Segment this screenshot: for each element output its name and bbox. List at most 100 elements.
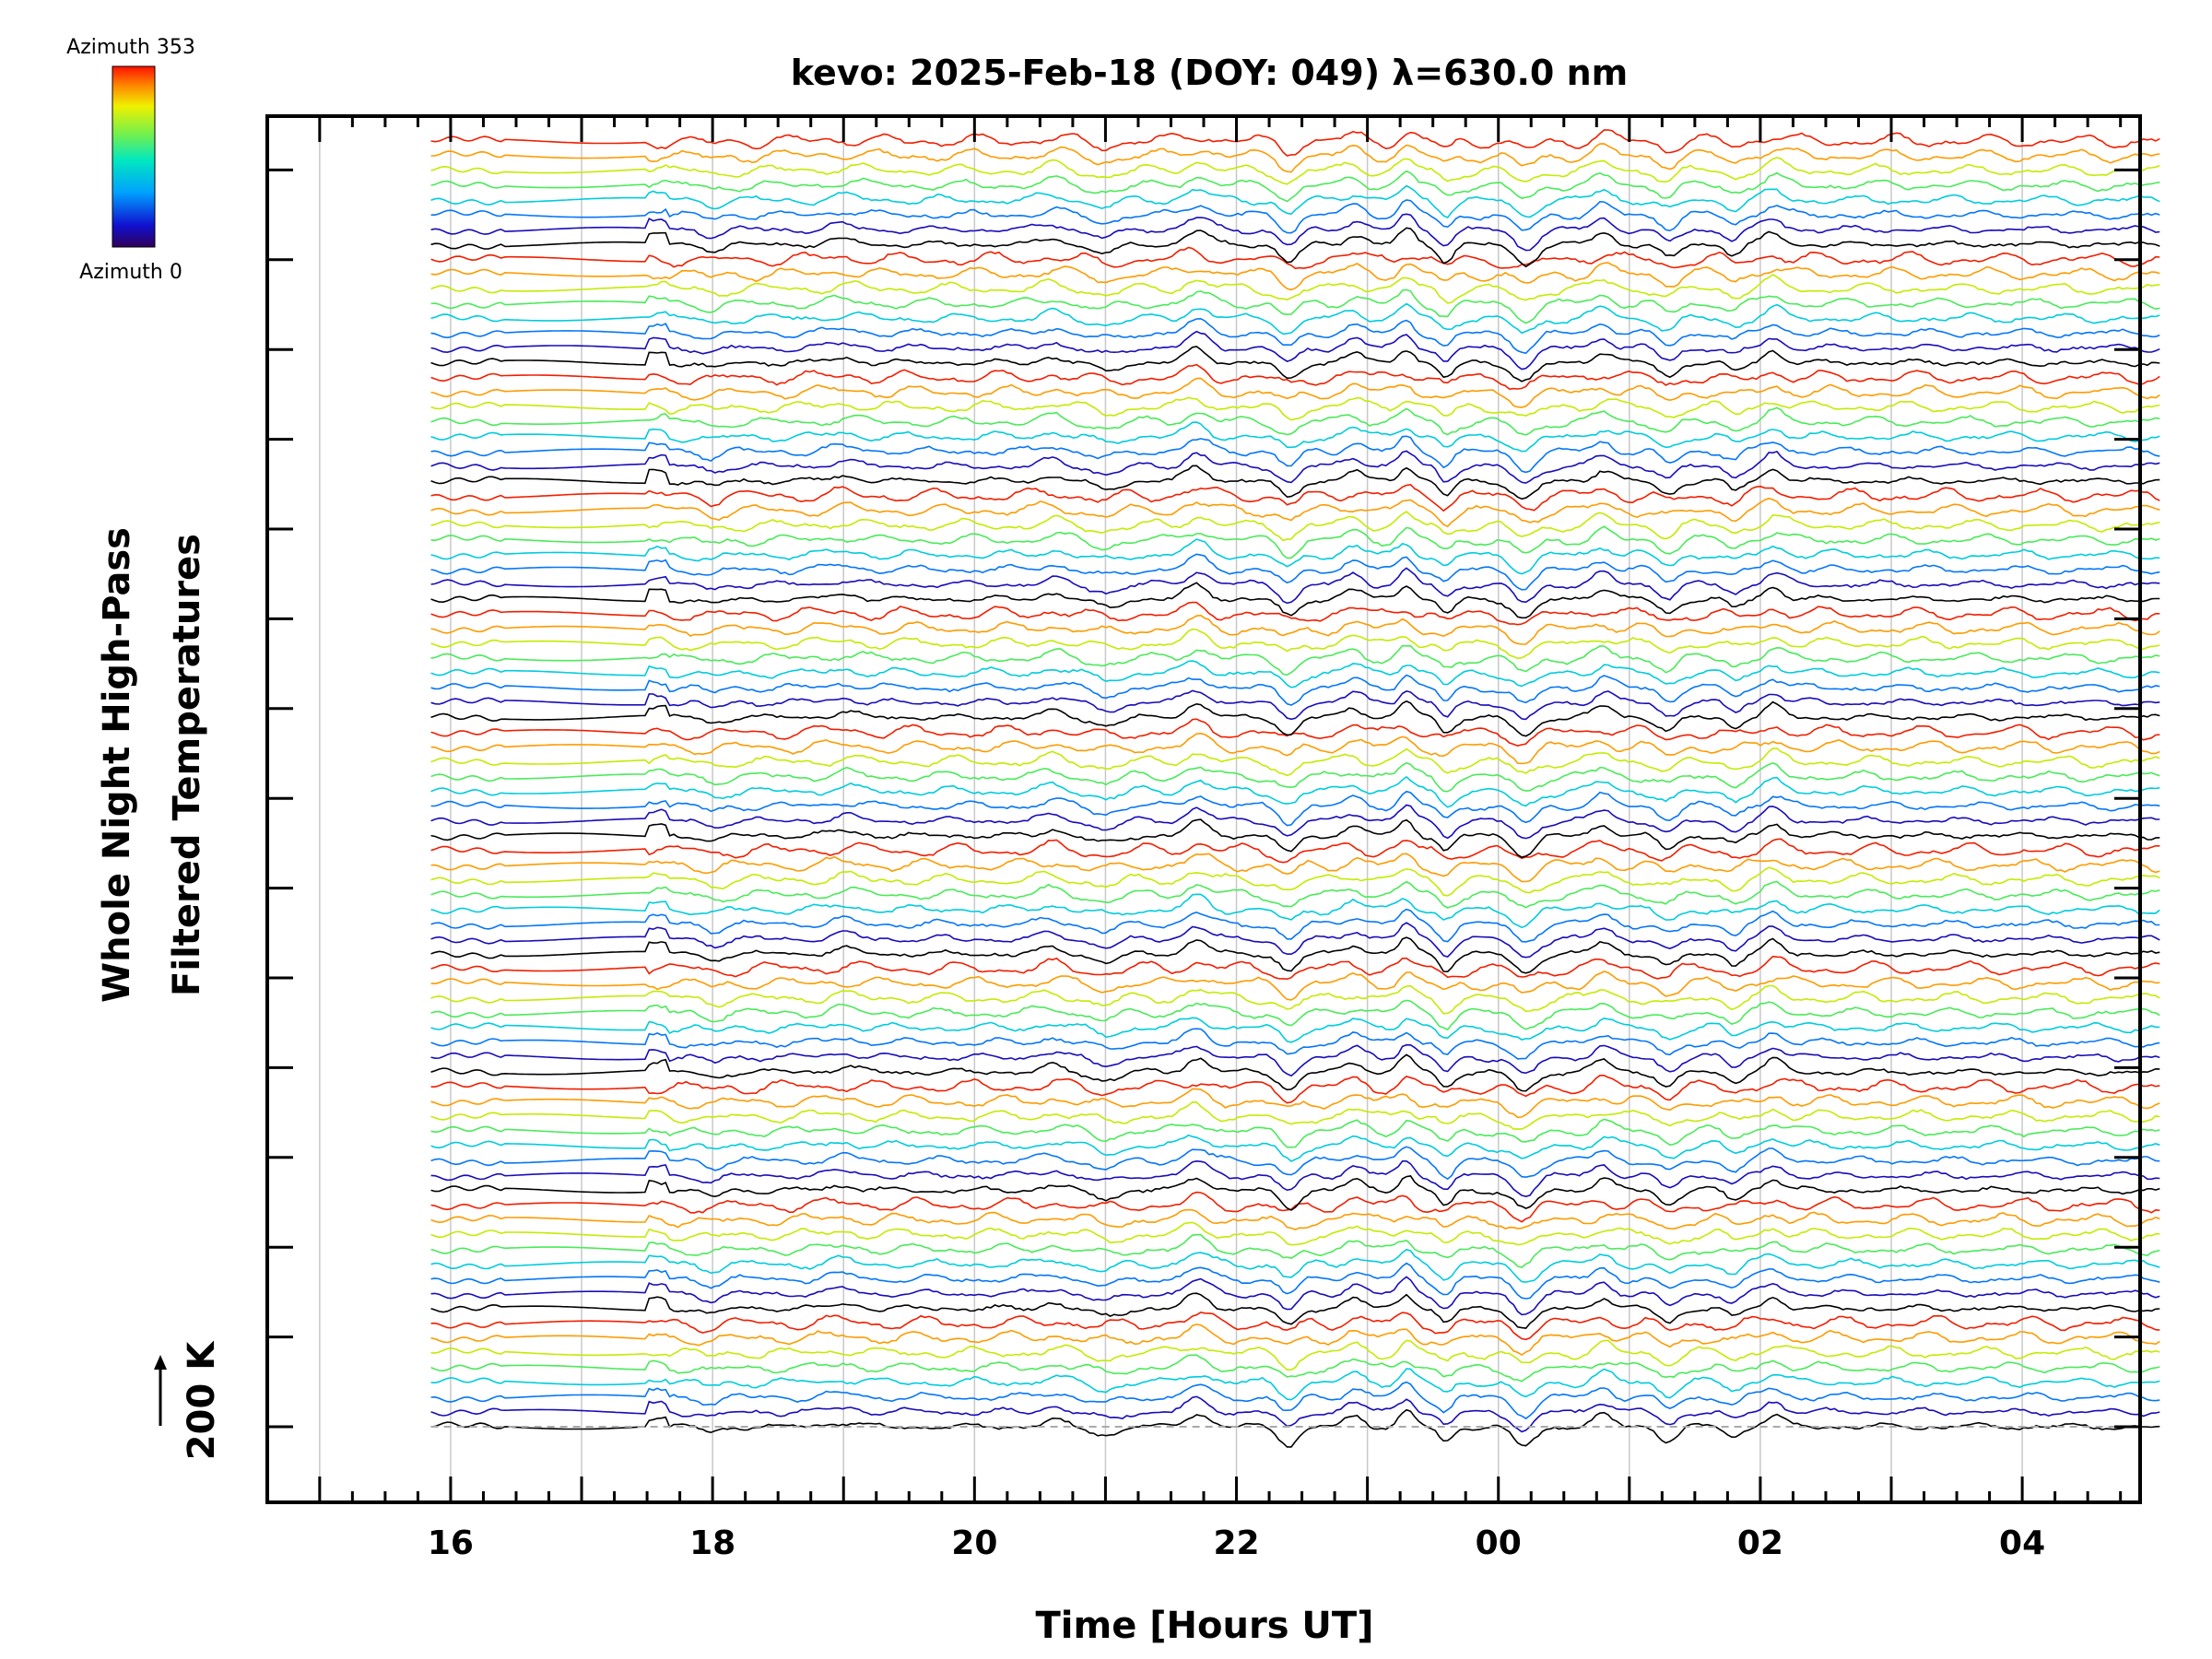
temperature-trace: [430, 450, 2160, 484]
temperature-trace: [430, 971, 2160, 1001]
temperature-trace: [430, 497, 2160, 528]
temperature-trace: [430, 601, 2160, 626]
temperature-trace: [430, 567, 2160, 605]
x-tick-labels: 16 18 20 22 00 02 04: [428, 1524, 2045, 1562]
temperature-trace: [430, 853, 2160, 883]
temperature-trace: [430, 317, 2160, 355]
temperature-trace: [430, 288, 2160, 324]
temperature-trace: [430, 483, 2160, 512]
temperature-trace: [430, 246, 2160, 270]
temperature-trace: [430, 1191, 2160, 1223]
temperature-trace: [430, 1017, 2160, 1043]
x-tick-label: 04: [1999, 1524, 2045, 1562]
temperature-trace: [430, 700, 2160, 737]
colorbar-bottom-label: Azimuth 0: [79, 261, 182, 284]
temperature-trace: [430, 262, 2160, 291]
temperature-trace: [430, 302, 2160, 335]
temperature-trace: [430, 1075, 2160, 1104]
temperature-trace: [430, 1175, 2160, 1211]
x-tick-label: 00: [1476, 1524, 1522, 1562]
temperature-trace: [430, 790, 2160, 827]
x-tick-label: 16: [428, 1524, 474, 1562]
temperature-trace: [430, 880, 2160, 909]
temperature-trace: [430, 718, 2160, 747]
temperature-trace: [430, 689, 2160, 721]
temperature-trace: [430, 614, 2160, 645]
temperature-trace: [430, 1146, 2160, 1181]
temperature-trace: [430, 1339, 2160, 1371]
temperature-traces: [430, 129, 2160, 1448]
temperature-trace: [430, 1134, 2160, 1162]
temperature-trace: [430, 893, 2160, 929]
temperature-trace: [430, 955, 2160, 981]
temperature-trace: [430, 747, 2160, 777]
temperature-trace: [430, 922, 2160, 959]
temperature-trace: [430, 157, 2160, 185]
temperature-trace: [430, 1311, 2160, 1341]
temperature-trace: [430, 273, 2160, 304]
temperature-trace: [430, 1053, 2160, 1092]
temperature-trace: [430, 1262, 2160, 1300]
temperature-trace: [430, 644, 2160, 677]
temperature-trace: [430, 674, 2160, 706]
temperature-trace: [430, 818, 2160, 858]
x-axis-label: Time [Hours UT]: [1036, 1605, 1374, 1647]
temperature-trace: [430, 1043, 2160, 1077]
temperature-trace: [430, 129, 2160, 157]
temperature-trace: [430, 421, 2160, 453]
temperature-trace: [430, 511, 2160, 542]
temperature-trace: [430, 465, 2160, 500]
temperature-trace: [430, 804, 2160, 840]
temperature-trace: [430, 866, 2160, 897]
temperature-trace: [430, 582, 2160, 619]
temperature-trace: [430, 330, 2160, 371]
axis-ticks: [267, 116, 2140, 1502]
temperature-trace: [430, 406, 2160, 436]
temperature-trace: [430, 377, 2160, 408]
temperature-trace: [430, 525, 2160, 559]
temperature-trace: [430, 628, 2160, 660]
temperature-trace: [430, 1354, 2160, 1382]
temperature-trace: [430, 660, 2160, 688]
temperature-trace: [430, 775, 2160, 808]
temperature-trace: [430, 1028, 2160, 1060]
temperature-trace: [430, 1221, 2160, 1246]
temperature-trace: [430, 761, 2160, 793]
x-tick-label: 02: [1737, 1524, 1783, 1562]
temperature-trace: [430, 1381, 2160, 1420]
y-axis-label-line2: Filtered Temperatures: [166, 534, 208, 996]
scale-arrowhead: [154, 1355, 167, 1370]
temperature-trace: [430, 732, 2160, 765]
temperature-trace: [430, 363, 2160, 391]
temperature-trace: [430, 227, 2160, 268]
scale-label: 200 K: [181, 1340, 223, 1460]
temperature-trace: [430, 1208, 2160, 1230]
temperature-trace: [430, 199, 2160, 234]
temperature-trace: [430, 1324, 2160, 1357]
colorbar-top-label: Azimuth 353: [66, 36, 195, 59]
temperature-trace: [430, 1118, 2160, 1148]
chart-title: kevo: 2025-Feb-18 (DOY: 049) λ=630.0 nm: [791, 53, 1629, 93]
x-tick-label: 22: [1213, 1524, 1259, 1562]
temperature-trace: [430, 1395, 2160, 1433]
x-tick-label: 20: [951, 1524, 997, 1562]
temperature-trace: [430, 1368, 2160, 1401]
temperature-trace: [430, 1100, 2160, 1130]
temperature-trace: [430, 396, 2160, 421]
temperature-trace: [430, 1088, 2160, 1119]
temperature-trace: [430, 553, 2160, 591]
temperature-trace: [430, 1248, 2160, 1283]
y-axis-label-line1: Whole Night High-Pass: [96, 527, 138, 1003]
temperature-trace: [430, 838, 2160, 864]
scale-indicator: 200 K: [154, 1340, 223, 1460]
temperature-trace: [430, 346, 2160, 382]
temperature-trace: [430, 1159, 2160, 1198]
temperature-trace: [430, 1276, 2160, 1316]
temperature-trace: [430, 908, 2160, 943]
x-tick-label: 18: [689, 1524, 735, 1562]
temperature-trace: [430, 1233, 2160, 1268]
temperature-trace: [430, 143, 2160, 173]
temperature-trace: [430, 936, 2160, 974]
temperature-trace: [430, 1292, 2160, 1329]
temperature-trace: [430, 984, 2160, 1015]
